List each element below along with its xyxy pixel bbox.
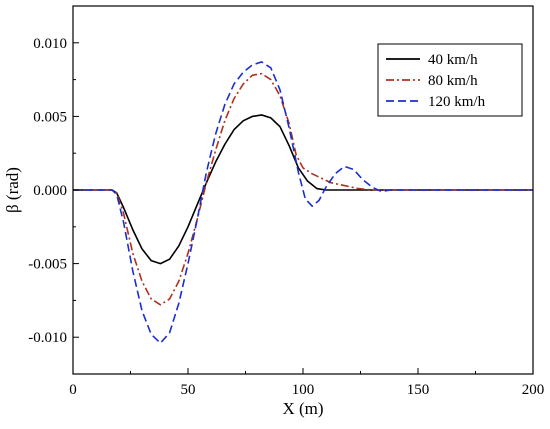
series-line-2	[73, 72, 533, 306]
x-tick-label: 0	[69, 382, 77, 398]
y-tick-label: -0.005	[28, 257, 67, 273]
y-axis-label: β (rad)	[3, 167, 22, 213]
legend-label-3: 120 km/h	[428, 94, 486, 110]
y-axis: -0.010 -0.005 0.000 0.005 0.010	[28, 36, 79, 346]
legend-label-2: 80 km/h	[428, 73, 478, 89]
x-tick-label: 150	[407, 382, 430, 398]
x-tick-label: 100	[292, 382, 315, 398]
series-line-3	[73, 61, 533, 344]
legend: 40 km/h 80 km/h 120 km/h	[377, 43, 523, 117]
x-tick-label: 50	[181, 382, 196, 398]
y-tick-label: 0.010	[33, 36, 67, 52]
x-tick-label: 200	[522, 382, 545, 398]
y-tick-label: -0.010	[28, 330, 67, 346]
x-axis: 0 50 100 150 200	[69, 368, 544, 398]
y-tick-label: 0.000	[33, 183, 67, 199]
y-tick-label: 0.005	[33, 109, 67, 125]
plot-area	[73, 61, 533, 344]
legend-label-1: 40 km/h	[428, 52, 478, 68]
x-axis-label: X (m)	[282, 399, 323, 418]
